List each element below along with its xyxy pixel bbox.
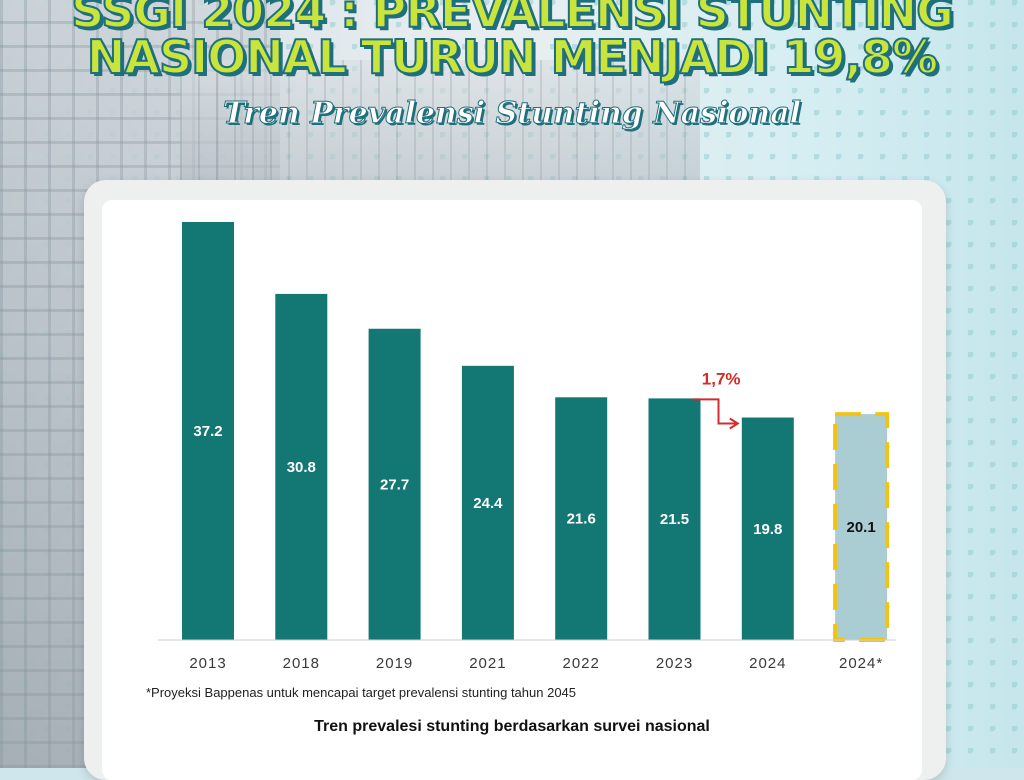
x-tick-label-2024: 2024 — [749, 655, 786, 672]
x-tick-label-2013: 2013 — [189, 655, 226, 672]
value-label-2024: 19.8 — [753, 521, 782, 538]
value-label-2024*: 20.1 — [846, 519, 875, 536]
x-tick-label-2019: 2019 — [376, 655, 413, 672]
x-tick-label-2023: 2023 — [656, 655, 693, 672]
value-label-2018: 30.8 — [287, 459, 316, 476]
change-annotation-label: 1,7% — [702, 369, 741, 388]
x-tick-label-2022: 2022 — [563, 655, 600, 672]
chart-caption: Tren prevalesi stunting berdasarkan surv… — [0, 718, 1024, 736]
value-label-2013: 37.2 — [193, 423, 222, 440]
value-label-2021: 24.4 — [473, 495, 503, 512]
x-tick-label-2021: 2021 — [469, 655, 506, 672]
value-label-2023: 21.5 — [660, 511, 689, 528]
x-tick-label-2024*: 2024* — [839, 655, 883, 672]
x-tick-label-2018: 2018 — [283, 655, 320, 672]
value-label-2019: 27.7 — [380, 476, 409, 493]
value-label-2022: 21.6 — [567, 511, 596, 528]
footnote: *Proyeksi Bappenas untuk mencapai target… — [146, 685, 576, 700]
